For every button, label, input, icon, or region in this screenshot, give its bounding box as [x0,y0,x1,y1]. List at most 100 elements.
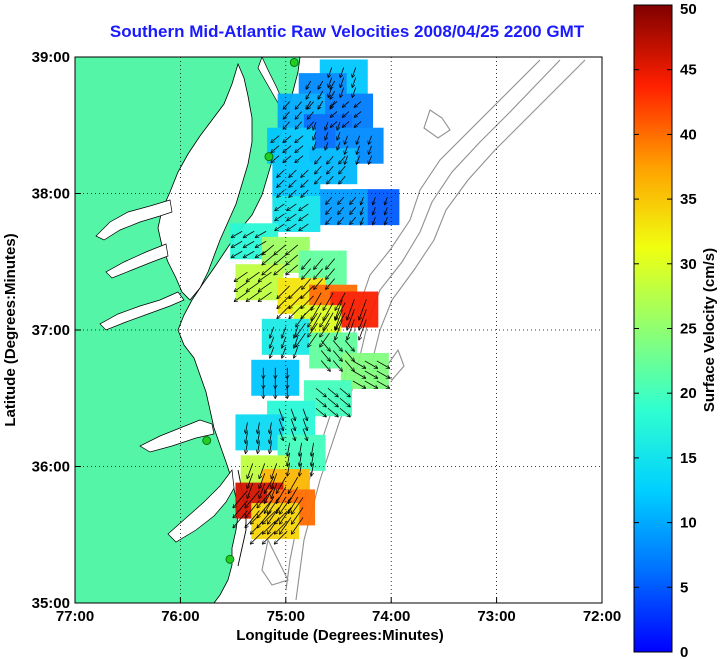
velocity-vector [271,155,280,163]
velocity-vector [259,463,266,478]
velocity-vector [299,203,309,210]
velocity-vector [315,165,322,174]
velocity-vector [339,165,346,174]
velocity-vector [277,305,290,318]
velocity-vector [262,264,275,275]
radar-station-marker [225,554,235,564]
velocity-vector [270,346,275,358]
velocity-vector [294,326,299,338]
velocity-vector [335,292,346,310]
velocity-vector [327,407,338,416]
velocity-vector [258,432,260,443]
velocity-vector [259,281,272,291]
velocity-vector [262,254,275,265]
velocity-vector [327,155,334,164]
velocity-vector [369,155,372,164]
velocity-vector [376,360,389,368]
velocity-vector [286,264,299,275]
velocity-vector [274,264,287,275]
x-tick-label: 72:00 [583,608,621,625]
velocity-vector [364,360,377,368]
velocity-vector [282,346,287,358]
velocity-vector [330,80,336,89]
velocity-vector [258,442,260,453]
velocity-vector [347,299,355,320]
velocity-vector [301,179,309,187]
velocity-vector [320,312,330,327]
velocity-vector [299,462,303,476]
velocity-vector [355,121,362,127]
velocity-vector [245,510,260,528]
velocity-vector [376,380,389,388]
x-tick-label: 75:00 [267,608,305,625]
velocity-vector [373,217,376,224]
colorbar-tick-label: 5 [680,579,688,596]
velocity-vector [265,486,275,503]
velocity-vector [247,281,260,291]
velocity-vector [350,206,357,214]
velocity-vector [344,340,354,350]
velocity-vector [308,332,318,347]
velocity-vector [290,428,295,441]
velocity-vector [247,271,260,281]
velocity-vector [325,131,329,140]
velocity-vector [277,179,285,187]
velocity-vector [268,507,280,523]
grid-lines [75,57,602,603]
velocity-vector [275,510,288,524]
velocity-vector [320,340,330,350]
velocity-vector [289,486,299,503]
velocity-vector [256,240,267,247]
colorbar-tick-label: 10 [680,515,697,532]
velocity-vector [339,175,346,184]
velocity-vector [352,380,365,388]
radar-station-marker [264,152,274,162]
velocity-vector [335,319,343,340]
velocity-vector [338,196,345,204]
velocity-vector [302,428,307,441]
velocity-vector [289,189,297,197]
velocity-vector [320,360,330,370]
velocity-vector [256,230,267,237]
velocity-vector [278,408,283,421]
velocity-vector [247,463,254,478]
velocity-vector [296,111,302,119]
velocity-vector [301,285,314,298]
velocity-vector [347,319,355,340]
colorbar-tick-label: 20 [680,385,697,402]
velocity-vector [350,216,357,224]
x-tick-label: 76:00 [161,608,199,625]
velocity-vector [233,500,248,518]
velocity-vector [271,463,278,478]
james-river [99,291,185,331]
velocity-vector [277,295,290,308]
velocity-vector [335,299,343,320]
velocity-vector [289,476,299,493]
velocity-vector [277,476,287,493]
velocity-vector [361,197,364,204]
x-tick-label: 77:00 [56,608,94,625]
velocity-vector [343,111,350,117]
velocity-vector [292,507,304,523]
velocity-vector [357,155,360,164]
velocity-vector [289,295,302,308]
velocity-vector [258,422,260,433]
colorbar-tick-label: 0 [680,644,688,659]
station-layer [202,58,299,564]
velocity-vector [313,141,317,150]
velocity-vector [339,155,346,164]
velocity-vector [251,510,264,524]
velocity-vector [271,483,278,498]
velocity-vector [340,67,345,77]
velocity-vector [283,135,292,143]
velocity-vector [345,155,348,164]
y-axis-label: Latitude (Degrees:Minutes) [2,233,19,426]
colorbar-ticks: 0 5 10 15 20 25 30 35 40 45 50 [634,1,697,659]
velocity-vector [326,206,333,214]
velocity-vector [301,169,309,177]
velocity-vector [244,250,255,257]
velocity-vector [289,305,302,318]
velocity-vector [361,207,364,214]
velocity-vector [235,291,248,301]
